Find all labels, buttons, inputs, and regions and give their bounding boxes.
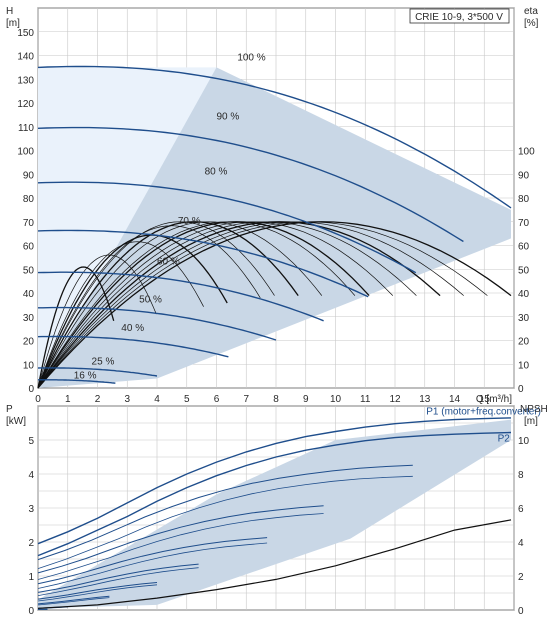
y-tick-label: 70 [23,218,35,229]
speed-label: 80 % [205,166,228,177]
y2-tick-label: 90 [518,170,530,181]
p-tick-label: 3 [28,504,34,515]
x-tick-label: 12 [389,394,401,405]
speed-label: 90 % [217,112,240,123]
x-tick-label: 14 [449,394,461,405]
x-axis-label: Q [m³/h] [476,394,512,405]
p-tick-label: 4 [28,470,34,481]
y-tick-label: 130 [17,75,34,86]
y2-tick-label: 60 [518,242,530,253]
npsh-axis-unit: [m] [524,416,538,427]
y2-axis-label: eta [524,6,538,17]
qp-chart [38,406,514,610]
p-tick-label: 5 [28,436,34,447]
y2-axis-unit: [%] [524,18,539,29]
npsh-tick-label: 2 [518,572,524,583]
y-tick-label: 140 [17,52,34,63]
y2-tick-label: 30 [518,313,530,324]
speed-label: 16 % [74,371,97,382]
y2-tick-label: 0 [518,384,524,395]
y-tick-label: 20 [23,337,35,348]
y2-tick-label: 40 [518,289,530,300]
npsh-tick-label: 0 [518,606,524,617]
y2-tick-label: 80 [518,194,530,205]
x-tick-label: 13 [419,394,431,405]
y-tick-label: 10 [23,360,35,371]
speed-label: 100 % [237,52,265,63]
speed-label: 70 % [178,216,201,227]
y-tick-label: 60 [23,242,35,253]
y-tick-label: 40 [23,289,35,300]
npsh-axis-label: NPSH [520,404,548,415]
x-tick-label: 1 [65,394,71,405]
p-tick-label: 2 [28,538,34,549]
y2-tick-label: 20 [518,337,530,348]
p-tick-label: 0 [28,606,34,617]
y-axis-unit: [m] [6,18,20,29]
y-tick-label: 50 [23,265,35,276]
npsh-tick-label: 6 [518,504,524,515]
x-tick-label: 10 [330,394,342,405]
speed-label: 25 % [92,356,115,367]
x-tick-label: 3 [124,394,130,405]
y-tick-label: 110 [18,123,34,134]
x-tick-label: 11 [360,394,371,405]
y-tick-label: 30 [23,313,35,324]
p-axis-label: P [6,404,13,415]
npsh-tick-label: 8 [518,470,524,481]
y2-tick-label: 50 [518,265,530,276]
speed-label: 60 % [157,257,180,268]
x-tick-label: 2 [95,394,101,405]
y2-tick-label: 70 [518,218,530,229]
y-axis-label: H [6,6,13,17]
x-tick-label: 4 [154,394,160,405]
y-tick-label: 120 [17,99,34,110]
speed-label: 50 % [139,295,162,306]
y2-tick-label: 10 [518,360,530,371]
x-tick-label: 5 [184,394,190,405]
x-tick-label: 8 [273,394,279,405]
p-tick-label: 1 [28,572,34,583]
x-tick-label: 7 [243,394,249,405]
speed-label: 40 % [121,323,144,334]
y-tick-label: 0 [28,384,34,395]
x-tick-label: 6 [214,394,220,405]
npsh-tick-label: 10 [518,436,530,447]
y-tick-label: 90 [23,170,35,181]
x-tick-label: 0 [35,394,41,405]
chart-title: CRIE 10-9, 3*500 V [415,12,503,23]
p-axis-unit: [kW] [6,416,26,427]
npsh-tick-label: 4 [518,538,524,549]
qh-chart [38,8,514,388]
y-tick-label: 150 [17,28,34,39]
x-tick-label: 9 [303,394,309,405]
y-tick-label: 80 [23,194,35,205]
y-tick-label: 100 [17,147,34,158]
y2-tick-label: 100 [518,147,535,158]
curve-label: P2 [498,434,511,445]
